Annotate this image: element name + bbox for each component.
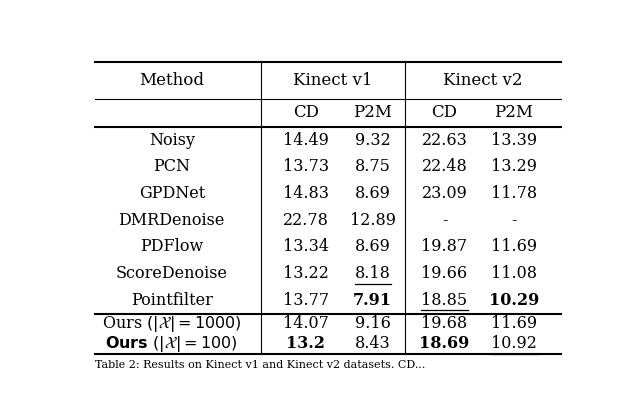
Text: 19.87: 19.87 (422, 239, 468, 255)
Text: DMRDenoise: DMRDenoise (118, 212, 225, 229)
Text: 14.07: 14.07 (283, 315, 328, 332)
Text: 9.32: 9.32 (355, 132, 390, 149)
Text: 14.49: 14.49 (283, 132, 328, 149)
Text: 22.78: 22.78 (283, 212, 328, 229)
Text: 7.91: 7.91 (353, 292, 392, 309)
Text: 8.75: 8.75 (355, 158, 390, 175)
Text: 13.34: 13.34 (283, 239, 329, 255)
Text: Kinect v1: Kinect v1 (293, 72, 372, 89)
Text: 10.29: 10.29 (489, 292, 539, 309)
Text: PCN: PCN (153, 158, 190, 175)
Text: -: - (511, 212, 516, 229)
Text: 19.68: 19.68 (422, 315, 468, 332)
Text: 11.78: 11.78 (491, 185, 537, 202)
Text: CD: CD (431, 105, 458, 122)
Text: 18.69: 18.69 (419, 335, 470, 352)
Text: 11.08: 11.08 (491, 265, 537, 282)
Text: 13.73: 13.73 (283, 158, 329, 175)
Text: Method: Method (140, 72, 204, 89)
Text: 13.2: 13.2 (286, 335, 325, 352)
Text: 13.29: 13.29 (491, 158, 537, 175)
Text: 14.83: 14.83 (283, 185, 329, 202)
Text: 13.77: 13.77 (283, 292, 329, 309)
Text: Table 2: Results on Kinect v1 and Kinect v2 datasets. CD...: Table 2: Results on Kinect v1 and Kinect… (95, 360, 425, 370)
Text: -: - (442, 212, 447, 229)
Text: 11.69: 11.69 (491, 315, 537, 332)
Text: 8.18: 8.18 (355, 265, 390, 282)
Text: 18.85: 18.85 (422, 292, 468, 309)
Text: 19.66: 19.66 (422, 265, 468, 282)
Text: 12.89: 12.89 (349, 212, 396, 229)
Text: P2M: P2M (353, 105, 392, 122)
Text: 11.69: 11.69 (491, 239, 537, 255)
Text: 8.69: 8.69 (355, 239, 390, 255)
Text: $\mathbf{Ours}$ $(|\mathcal{X}| = 100)$: $\mathbf{Ours}$ $(|\mathcal{X}| = 100)$ (106, 334, 238, 354)
Text: Noisy: Noisy (148, 132, 195, 149)
Text: 22.63: 22.63 (422, 132, 467, 149)
Text: CD: CD (292, 105, 319, 122)
Text: 8.43: 8.43 (355, 335, 390, 352)
Text: PDFlow: PDFlow (140, 239, 204, 255)
Text: Pointfilter: Pointfilter (131, 292, 212, 309)
Text: GPDNet: GPDNet (139, 185, 205, 202)
Text: Kinect v2: Kinect v2 (444, 72, 523, 89)
Text: P2M: P2M (495, 105, 534, 122)
Text: Ours $(|\mathcal{X}| = 1000)$: Ours $(|\mathcal{X}| = 1000)$ (102, 314, 242, 334)
Text: 22.48: 22.48 (422, 158, 467, 175)
Text: 10.92: 10.92 (491, 335, 537, 352)
Text: 9.16: 9.16 (355, 315, 390, 332)
Text: 23.09: 23.09 (422, 185, 467, 202)
Text: ScoreDenoise: ScoreDenoise (116, 265, 228, 282)
Text: 8.69: 8.69 (355, 185, 390, 202)
Text: 13.39: 13.39 (491, 132, 537, 149)
Text: 13.22: 13.22 (283, 265, 328, 282)
